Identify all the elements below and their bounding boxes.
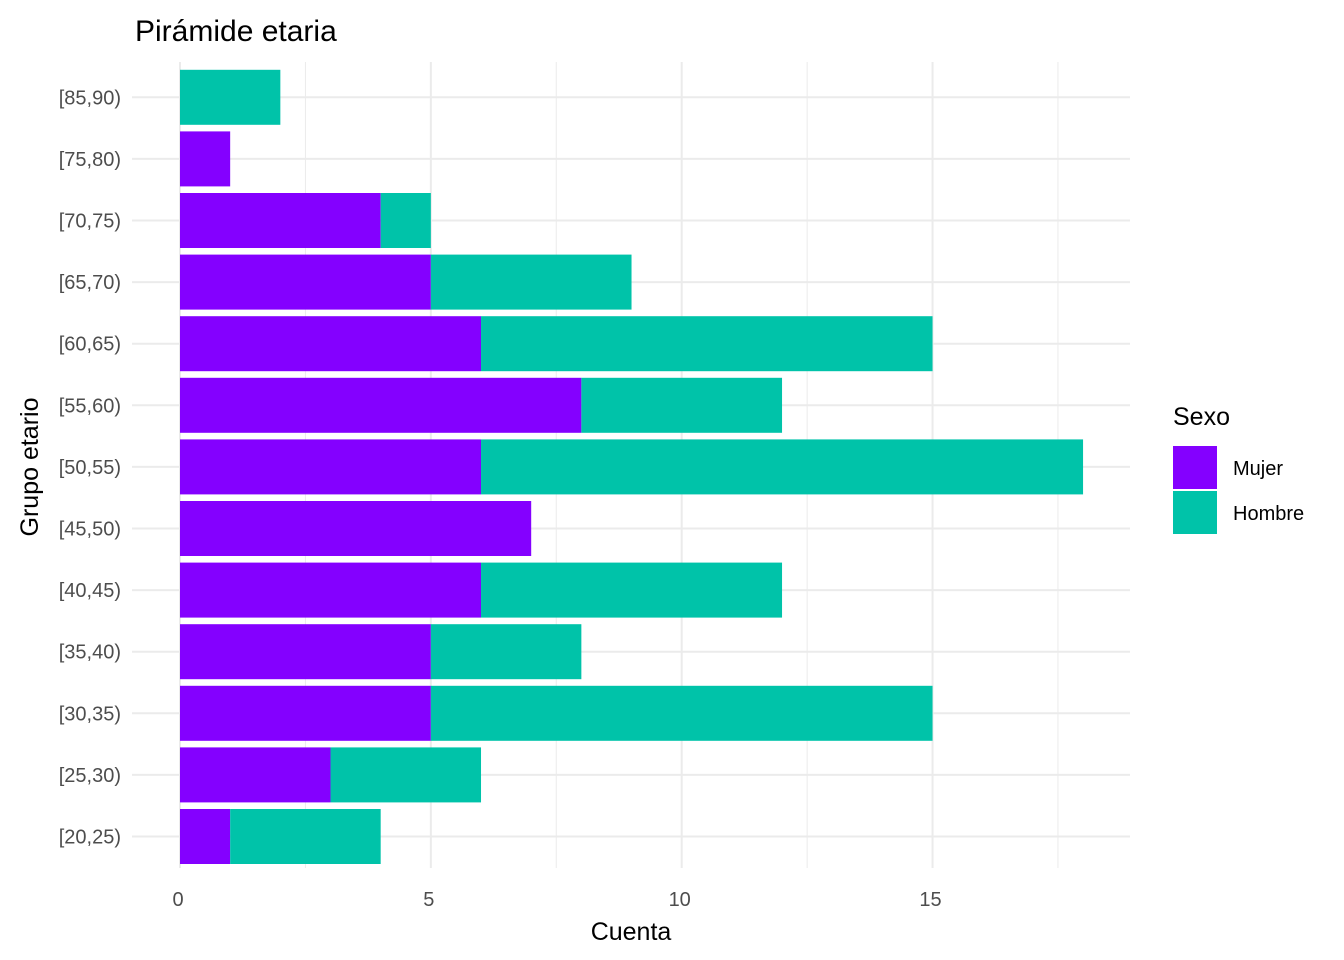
bar-mujer	[180, 316, 482, 372]
y-tick-label: [25,30)	[59, 765, 121, 787]
bar-hombre	[380, 193, 431, 248]
x-tick-label: 5	[423, 889, 434, 911]
y-tick-label: [85,90)	[59, 87, 121, 109]
chart-title: Pirámide etaria	[135, 15, 337, 48]
bar-mujer	[180, 809, 231, 864]
y-tick-label: [30,35)	[59, 703, 121, 725]
y-tick-label: [55,60)	[59, 395, 121, 417]
bar-mujer	[180, 131, 231, 187]
bar-mujer	[180, 193, 381, 248]
bar-mujer	[180, 747, 331, 803]
y-tick-label: [70,75)	[59, 211, 121, 233]
bars	[180, 69, 1084, 864]
legend-key-hombre	[1173, 491, 1217, 534]
bar-mujer	[180, 685, 431, 741]
bar-mujer	[180, 439, 482, 495]
bar-hombre	[180, 69, 281, 125]
y-axis-tick-labels: [20,25) [25,30) [30,35) [35,40) [40,45) [45,5…	[59, 87, 121, 848]
bar-mujer	[180, 254, 431, 310]
y-tick-label: [75,80)	[59, 149, 121, 171]
legend-title: Sexo	[1173, 403, 1230, 431]
y-tick-label: [50,55)	[59, 457, 121, 479]
y-tick-label: [45,50)	[59, 519, 121, 541]
y-tick-label: [35,40)	[59, 642, 121, 664]
legend-items: Mujer Hombre	[1173, 446, 1304, 534]
y-axis-title: Grupo etario	[16, 398, 44, 537]
x-axis-tick-labels: 0 5 10 15	[172, 889, 941, 911]
y-tick-label: [60,65)	[59, 334, 121, 356]
bar-hombre	[430, 624, 582, 680]
legend-label-mujer: Mujer	[1233, 458, 1283, 480]
bar-hombre	[481, 316, 933, 372]
bar-mujer	[180, 624, 431, 680]
y-tick-label: [20,25)	[59, 827, 121, 849]
bar-hombre	[230, 809, 381, 864]
x-tick-label: 15	[919, 889, 941, 911]
y-tick-label: [65,70)	[59, 272, 121, 294]
bar-hombre	[581, 377, 783, 433]
bar-hombre	[481, 562, 783, 618]
bar-mujer	[180, 562, 482, 618]
bar-mujer	[180, 501, 532, 556]
legend: Sexo Mujer Hombre	[1173, 403, 1304, 534]
bar-hombre	[330, 747, 482, 803]
bar-hombre	[481, 439, 1084, 495]
x-tick-label: 10	[669, 889, 691, 911]
legend-label-hombre: Hombre	[1233, 503, 1304, 525]
bar-hombre	[430, 685, 933, 741]
x-tick-label: 0	[172, 889, 183, 911]
bar-mujer	[180, 377, 582, 433]
x-axis-title: Cuenta	[591, 918, 672, 946]
bar-hombre	[430, 254, 632, 310]
y-tick-label: [40,45)	[59, 580, 121, 602]
legend-key-mujer	[1173, 446, 1217, 489]
